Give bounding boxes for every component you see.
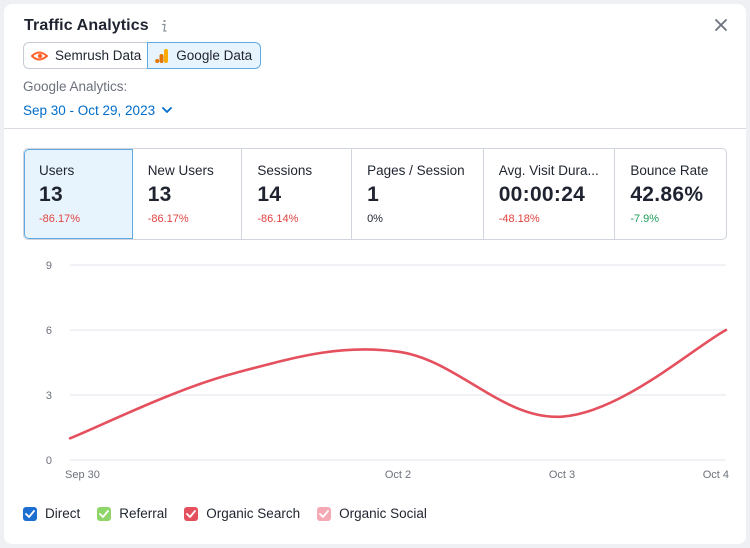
metric-change: 0% bbox=[367, 213, 383, 225]
legend-label: Organic Social bbox=[339, 506, 427, 521]
metric-change: -48.18% bbox=[498, 213, 540, 225]
y-tick-label: 0 bbox=[46, 455, 52, 467]
semrush-data-button[interactable]: Semrush Data bbox=[23, 42, 148, 69]
metric-label: New Users bbox=[147, 163, 214, 178]
metric-value: 14 bbox=[257, 183, 282, 206]
checkbox-checked-icon bbox=[23, 506, 37, 521]
section-divider bbox=[4, 128, 746, 129]
y-tick-label: 6 bbox=[46, 325, 52, 337]
metric-change: -86.14% bbox=[257, 213, 299, 225]
metric-value: 13 bbox=[147, 183, 172, 206]
metric-value: 13 bbox=[39, 183, 63, 206]
metric-sessions[interactable]: Sessions 14 -86.14% bbox=[242, 149, 353, 239]
metric-label: Bounce Rate bbox=[630, 163, 709, 178]
google-data-button[interactable]: Google Data bbox=[147, 42, 262, 69]
metric-label: Pages / Session bbox=[367, 163, 465, 178]
legend-label: Referral bbox=[119, 506, 168, 521]
metric-change: -7.9% bbox=[630, 213, 660, 225]
google-analytics-icon bbox=[155, 48, 169, 63]
legend-item-organic-search[interactable]: Organic Search bbox=[184, 506, 300, 521]
legend-item-organic-social[interactable]: Organic Social bbox=[317, 506, 427, 521]
page-title: Traffic Analytics bbox=[24, 17, 149, 34]
traffic-analytics-card: Traffic Analytics Semrush Data bbox=[4, 4, 746, 544]
users-line-chart: 0 3 6 9 Sep 30 Oct 2 Oct 3 Oct 4 bbox=[46, 260, 729, 481]
metric-avg-visit-duration[interactable]: Avg. Visit Dura... 00:00:24 -48.18% bbox=[484, 149, 616, 239]
series-line-organic-search bbox=[68, 328, 728, 440]
metric-change: -86.17% bbox=[39, 213, 80, 225]
checkbox-checked-icon bbox=[184, 506, 199, 521]
chart-legend: Direct Referral Organic Search Organic S… bbox=[23, 506, 444, 521]
date-range-dropdown[interactable]: Sep 30 - Oct 29, 2023 bbox=[23, 103, 172, 118]
close-icon[interactable] bbox=[714, 18, 728, 32]
google-analytics-label: Google Analytics: bbox=[23, 79, 128, 94]
title-row: Traffic Analytics bbox=[24, 17, 169, 35]
y-tick-label: 9 bbox=[46, 260, 52, 272]
metric-new-users[interactable]: New Users 13 -86.17% bbox=[133, 149, 243, 239]
legend-label: Organic Search bbox=[206, 506, 301, 521]
checkbox-checked-icon bbox=[317, 506, 332, 521]
legend-item-referral[interactable]: Referral bbox=[97, 506, 167, 521]
x-tick-label: Sep 30 bbox=[65, 469, 100, 481]
legend-item-direct[interactable]: Direct bbox=[23, 506, 80, 521]
data-source-toggle: Semrush Data Google Data bbox=[23, 42, 262, 69]
metric-label: Avg. Visit Dura... bbox=[498, 163, 599, 178]
legend-label: Direct bbox=[45, 506, 81, 521]
metric-value: 42.86% bbox=[630, 183, 704, 206]
x-tick-label: Oct 2 bbox=[385, 469, 411, 481]
semrush-data-label: Semrush Data bbox=[55, 48, 142, 63]
metric-bounce-rate[interactable]: Bounce Rate 42.86% -7.9% bbox=[615, 149, 726, 239]
x-tick-label: Oct 4 bbox=[703, 469, 729, 481]
metric-label: Sessions bbox=[257, 163, 313, 178]
date-range-text: Sep 30 - Oct 29, 2023 bbox=[23, 103, 156, 118]
metric-label: Users bbox=[39, 163, 75, 178]
metrics-bar: Users 13 -86.17% New Users 13 -86.17% Se… bbox=[23, 148, 727, 240]
metric-change: -86.17% bbox=[147, 213, 189, 225]
x-tick-label: Oct 3 bbox=[549, 469, 575, 481]
metric-value: 1 bbox=[367, 183, 380, 206]
semrush-icon bbox=[31, 51, 48, 60]
metric-value: 00:00:24 bbox=[498, 183, 586, 206]
metric-pages-per-session[interactable]: Pages / Session 1 0% bbox=[352, 149, 484, 239]
y-tick-label: 3 bbox=[46, 390, 52, 402]
chevron-down-icon bbox=[162, 107, 172, 113]
google-data-label: Google Data bbox=[176, 48, 253, 63]
metric-users[interactable]: Users 13 -86.17% bbox=[24, 149, 133, 239]
info-icon[interactable] bbox=[159, 18, 169, 34]
checkbox-checked-icon bbox=[97, 506, 112, 521]
